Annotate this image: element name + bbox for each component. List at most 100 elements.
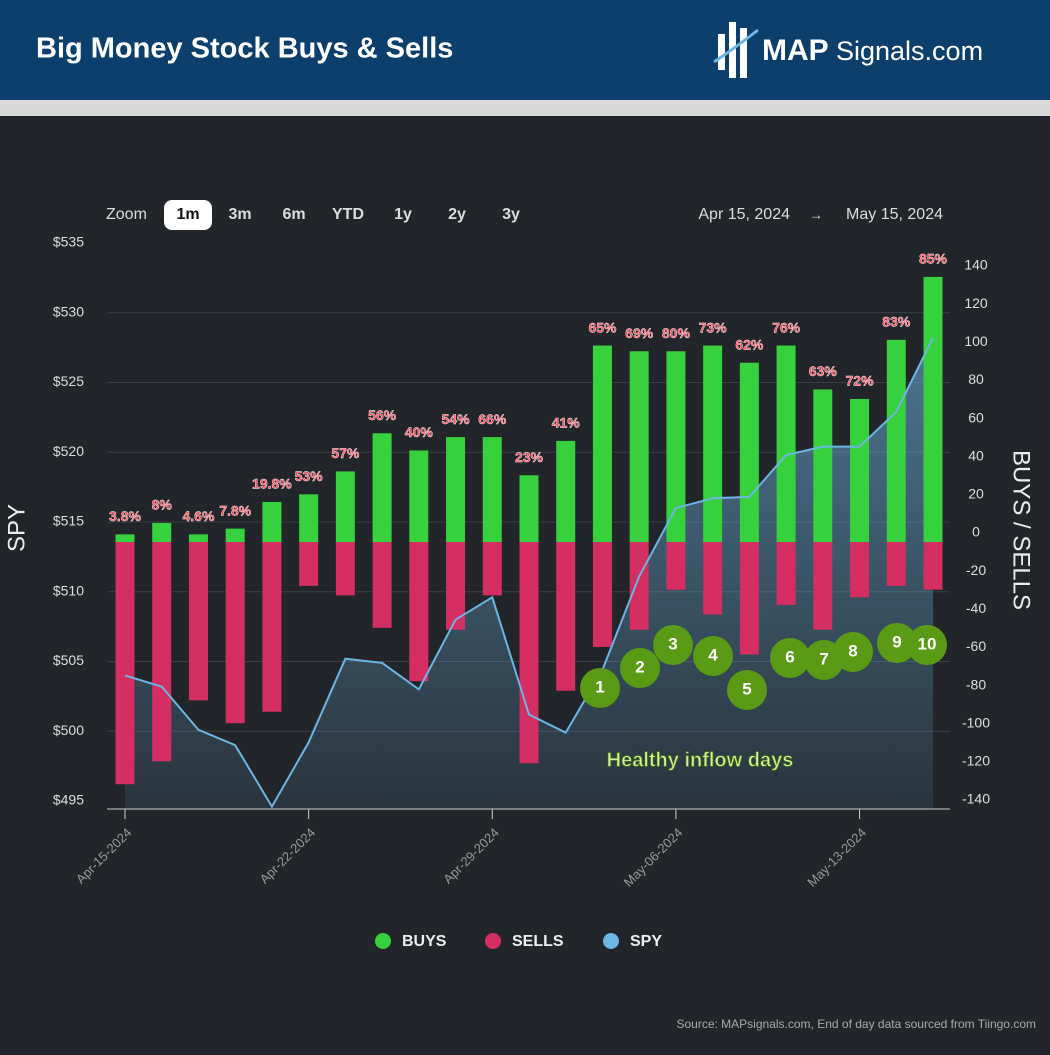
y-tick-label: 20 xyxy=(968,486,984,502)
buys-bar xyxy=(115,534,135,542)
y-tick-label: -20 xyxy=(966,562,986,578)
y2-tick-label: $535 xyxy=(53,234,84,250)
buys-bar xyxy=(225,528,245,542)
inflow-marker-label: 8 xyxy=(848,641,857,660)
inflow-marker xyxy=(907,625,947,665)
range-arrow: → xyxy=(809,207,823,223)
y2-tick-label: $525 xyxy=(53,373,84,389)
legend-marker[interactable] xyxy=(485,933,501,949)
percent-label: 62% xyxy=(735,336,764,352)
sells-bar xyxy=(592,542,612,647)
sells-bar xyxy=(446,542,466,630)
sells-bar xyxy=(409,542,429,682)
y2-axis-title: SPY xyxy=(3,504,30,552)
buys-bar xyxy=(923,276,943,542)
percent-label: 76% xyxy=(772,319,801,335)
zoom-button[interactable]: 3m xyxy=(228,206,251,223)
inflow-marker-label: 10 xyxy=(918,634,937,653)
inflow-marker-label: 2 xyxy=(635,657,644,676)
buys-bar xyxy=(813,389,833,542)
y-tick-label: -60 xyxy=(966,638,986,654)
source: Source: MAPsignals.com, End of day data … xyxy=(676,1017,1036,1031)
y2-tick-label: $520 xyxy=(53,443,84,459)
inflow-marker-label: 4 xyxy=(708,645,718,664)
inflow-marker-label: 1 xyxy=(595,677,604,696)
y2-tick-label: $530 xyxy=(53,303,84,319)
inflow-marker-label: 3 xyxy=(668,634,677,653)
buys-bar xyxy=(299,494,319,542)
percent-label: 63% xyxy=(809,363,838,379)
legend-marker[interactable] xyxy=(603,933,619,949)
percent-label: 54% xyxy=(442,411,471,427)
header-strip xyxy=(0,100,1050,116)
sells-bar xyxy=(225,542,245,724)
inflow-marker xyxy=(653,625,693,665)
legend-label[interactable]: SPY xyxy=(630,933,662,950)
inflow-marker xyxy=(727,670,767,710)
y-tick-label: 120 xyxy=(964,295,988,311)
y-tick-label: -80 xyxy=(966,676,986,692)
range-start[interactable]: Apr 15, 2024 xyxy=(698,206,790,223)
range-end[interactable]: May 15, 2024 xyxy=(846,206,943,223)
zoom-button[interactable]: 6m xyxy=(282,206,305,223)
logo-icon xyxy=(713,22,759,78)
buys-bar xyxy=(629,351,649,542)
y-tick-label: 140 xyxy=(964,257,988,273)
buys-bar xyxy=(850,398,870,542)
sells-bar xyxy=(703,542,723,615)
header-bar xyxy=(0,0,1050,100)
percent-label: 57% xyxy=(331,445,360,461)
zoom-button[interactable]: YTD xyxy=(332,206,364,223)
percent-label: 3.8% xyxy=(109,508,141,524)
zoom-button[interactable]: 2y xyxy=(448,206,466,223)
buys-bar xyxy=(188,534,208,542)
legend-label[interactable]: SELLS xyxy=(512,933,564,950)
legend-label[interactable]: BUYS xyxy=(402,933,447,950)
spy-line xyxy=(124,337,934,809)
inflow-marker xyxy=(877,623,917,663)
buys-bar xyxy=(666,351,686,542)
zoom-button[interactable]: 3y xyxy=(502,206,520,223)
y2-tick-label: $495 xyxy=(53,792,84,808)
sells-bar xyxy=(776,542,796,605)
sells-bar xyxy=(556,542,576,691)
zoom-button[interactable]: 1m xyxy=(176,206,199,223)
sells-bar xyxy=(629,542,649,630)
buys-bar xyxy=(482,437,502,542)
buys-bar xyxy=(776,345,796,542)
legend-marker[interactable] xyxy=(375,933,391,949)
x-tick-label: Apr-22-2024 xyxy=(256,825,318,887)
inflow-marker-label: 6 xyxy=(785,647,794,666)
y-tick-label: 60 xyxy=(968,409,984,425)
sells-bar xyxy=(886,542,906,586)
x-tick-label: Apr-15-2024 xyxy=(73,825,135,887)
sells-bar xyxy=(519,542,539,764)
percent-label: 85% xyxy=(919,251,948,267)
zoom-button[interactable]: 1y xyxy=(394,206,412,223)
percent-label: 65% xyxy=(588,319,617,335)
sells-bar xyxy=(115,542,135,785)
percent-label: 56% xyxy=(368,407,397,423)
inflow-marker xyxy=(833,632,873,672)
logo-rest: Signals.com xyxy=(836,36,983,66)
buys-bar xyxy=(703,345,723,542)
y-axis-title: BUYS / SELLS xyxy=(1008,450,1035,610)
sells-bar xyxy=(666,542,686,590)
percent-label: 53% xyxy=(295,468,324,484)
y-tick-label: -100 xyxy=(962,714,990,730)
zoom-label: Zoom xyxy=(106,206,147,223)
annotation-text: Healthy inflow days xyxy=(607,749,794,771)
sells-bar xyxy=(739,542,759,655)
percent-label: 83% xyxy=(882,314,911,330)
inflow-marker-label: 7 xyxy=(819,649,828,668)
percent-label: 40% xyxy=(405,424,434,440)
buys-bar xyxy=(152,522,172,542)
buys-bar xyxy=(886,339,906,542)
percent-label: 8% xyxy=(152,497,173,513)
sells-bar xyxy=(923,542,943,590)
percent-label: 4.6% xyxy=(182,508,214,524)
y2-tick-label: $515 xyxy=(53,513,84,529)
y-tick-label: -40 xyxy=(966,600,986,616)
buys-bar xyxy=(409,450,429,542)
